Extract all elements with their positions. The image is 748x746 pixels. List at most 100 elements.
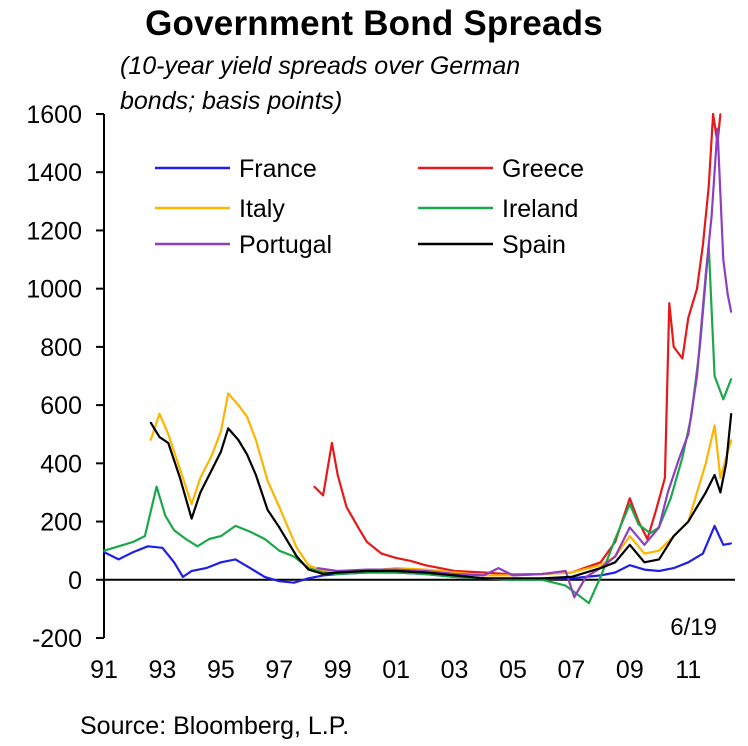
- data-point-italy: [643, 552, 646, 555]
- data-point-ireland: [196, 545, 199, 548]
- data-point-france: [182, 576, 184, 578]
- data-point-france: [672, 567, 675, 569]
- data-point-greece: [668, 302, 671, 305]
- x-tick-label: 91: [90, 656, 118, 684]
- data-point-portugal: [585, 576, 587, 578]
- data-point-ireland: [637, 523, 640, 526]
- data-point-greece: [439, 567, 441, 569]
- data-point-spain: [424, 571, 427, 574]
- data-point-france: [220, 561, 222, 564]
- series-line-greece: [313, 112, 722, 576]
- data-point-italy: [730, 439, 733, 441]
- data-point-italy: [246, 415, 249, 418]
- data-point-spain: [704, 491, 707, 494]
- data-point-ireland: [614, 538, 617, 540]
- data-point-spain: [541, 577, 544, 580]
- data-point-italy: [220, 430, 222, 433]
- data-point-portugal: [726, 293, 729, 296]
- data-point-italy: [570, 571, 573, 574]
- data-point-ireland: [155, 485, 158, 488]
- y-tick-label: 1400: [26, 159, 82, 187]
- chart-title: Government Bond Spreads: [145, 4, 603, 43]
- chart-subtitle-line-2: bonds; basis points): [120, 87, 343, 115]
- series-line-portugal: [317, 127, 733, 599]
- data-point-france: [614, 571, 617, 574]
- data-point-italy: [295, 546, 298, 549]
- data-point-spain: [246, 453, 249, 456]
- data-point-france: [132, 551, 135, 553]
- data-point-spain: [167, 442, 170, 444]
- data-point-ireland: [103, 549, 105, 552]
- data-point-ireland: [234, 525, 237, 527]
- data-point-italy: [211, 453, 214, 456]
- data-point-spain: [255, 474, 257, 476]
- data-point-italy: [227, 392, 230, 395]
- data-point-portugal: [497, 567, 500, 569]
- data-point-ireland: [164, 514, 167, 517]
- y-tick-label: 1600: [26, 101, 82, 129]
- data-point-france: [722, 543, 725, 546]
- data-point-italy: [149, 439, 152, 441]
- data-point-portugal: [710, 215, 713, 217]
- data-point-spain: [199, 491, 202, 494]
- data-point-ireland: [184, 538, 187, 540]
- data-point-spain: [278, 526, 281, 529]
- data-point-italy: [696, 491, 698, 494]
- data-point-france: [205, 567, 208, 569]
- data-point-portugal: [614, 555, 617, 558]
- data-point-italy: [307, 564, 310, 567]
- data-point-greece: [655, 509, 657, 511]
- data-point-spain: [227, 427, 230, 430]
- data-point-italy: [713, 424, 716, 427]
- data-point-spain: [190, 517, 193, 520]
- data-point-ireland: [669, 497, 672, 500]
- data-point-france: [307, 577, 310, 580]
- x-tick-label: 01: [382, 656, 410, 684]
- data-point-greece: [702, 244, 704, 246]
- data-point-italy: [237, 404, 240, 406]
- data-point-spain: [570, 576, 573, 578]
- legend-label-portugal: Portugal: [239, 231, 332, 259]
- data-point-ireland: [713, 375, 716, 377]
- data-point-portugal: [628, 526, 631, 529]
- data-point-greece: [687, 316, 690, 319]
- x-tick-label: 99: [324, 656, 352, 684]
- data-point-portugal: [482, 574, 485, 577]
- x-tick-label: 03: [441, 656, 469, 684]
- x-tick-label: 07: [558, 656, 586, 684]
- data-point-france: [263, 576, 266, 578]
- legend-label-france: France: [239, 155, 317, 183]
- data-point-spain: [220, 450, 222, 453]
- data-point-spain: [149, 421, 152, 424]
- data-point-italy: [704, 462, 707, 465]
- data-point-ireland: [117, 545, 120, 548]
- data-point-spain: [395, 570, 397, 572]
- data-point-ireland: [263, 538, 266, 540]
- data-point-spain: [211, 468, 214, 471]
- data-point-spain: [614, 561, 617, 564]
- data-point-ireland: [649, 532, 652, 535]
- data-point-greece: [707, 185, 710, 188]
- data-point-ireland: [132, 541, 135, 543]
- legend: France Greece Italy Ireland Portugal Spain: [155, 155, 584, 259]
- data-point-italy: [278, 506, 281, 508]
- data-point-spain: [336, 571, 339, 574]
- series-layer: [103, 112, 733, 605]
- data-point-france: [713, 525, 716, 527]
- data-point-italy: [190, 503, 193, 505]
- data-point-ireland: [564, 584, 567, 587]
- data-point-france: [658, 570, 660, 572]
- legend-label-ireland: Ireland: [502, 195, 578, 223]
- data-point-spain: [719, 491, 722, 494]
- data-point-italy: [179, 468, 181, 471]
- data-point-france: [643, 568, 646, 571]
- data-point-spain: [179, 477, 181, 479]
- data-point-greece: [719, 113, 722, 115]
- y-tick-label: -200: [32, 625, 82, 653]
- x-tick-label: 95: [207, 656, 235, 684]
- data-point-portugal: [722, 258, 725, 261]
- y-tick-label: 800: [40, 334, 82, 362]
- data-point-greece: [424, 564, 427, 567]
- data-point-spain: [266, 509, 269, 511]
- y-tick-label: 200: [40, 509, 82, 537]
